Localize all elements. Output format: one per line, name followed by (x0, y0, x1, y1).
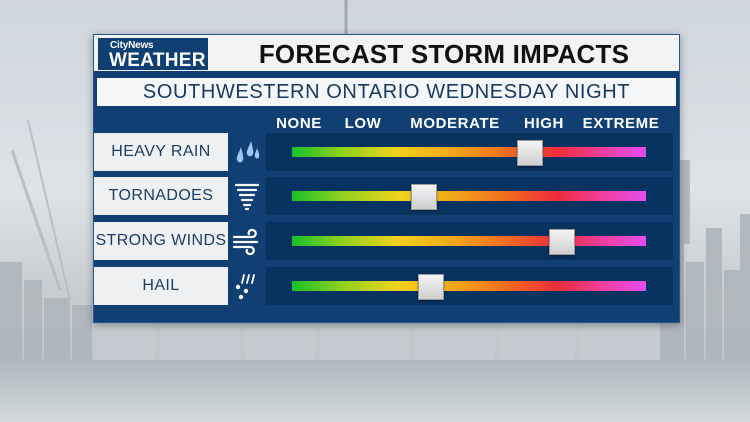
impact-row-tornadoes: TORNADOES (94, 177, 679, 215)
header-bar: CityNews WEATHER FORECAST STORM IMPACTS (94, 35, 679, 71)
scale-label-high: HIGH (524, 115, 564, 132)
tornado-icon (232, 179, 262, 213)
impact-row-heavy-rain: HEAVY RAIN (94, 133, 679, 171)
impact-label: TORNADOES (94, 177, 228, 215)
impact-row-hail: HAIL (94, 267, 679, 305)
impact-scale-track (266, 267, 673, 305)
region-subtitle: SOUTHWESTERN ONTARIO WEDNESDAY NIGHT (142, 81, 631, 103)
scale-label-extreme: EXTREME (582, 115, 660, 132)
citynews-weather-logo: CityNews WEATHER (98, 38, 208, 71)
logo-citynews-text: CityNews (110, 40, 154, 51)
impact-level-marker (418, 274, 445, 300)
hail-icon (232, 269, 262, 303)
impact-scale-track (266, 177, 673, 215)
scale-label-low: LOW (344, 115, 382, 132)
storm-impacts-panel: CityNews WEATHER FORECAST STORM IMPACTS … (93, 34, 680, 323)
impact-level-marker (549, 229, 576, 255)
impact-row-strong-winds: STRONG WINDS (94, 222, 679, 260)
impact-gradient-bar (292, 281, 646, 291)
wind-icon (232, 224, 262, 258)
impact-level-marker (517, 140, 544, 166)
impact-scale-track (266, 133, 673, 171)
rain-drops-icon (232, 135, 262, 169)
impact-gradient-bar (292, 191, 646, 201)
impact-label: HAIL (94, 267, 228, 305)
impact-level-marker (410, 184, 437, 210)
impact-scale-track (266, 222, 673, 260)
subtitle-bar: SOUTHWESTERN ONTARIO WEDNESDAY NIGHT (97, 78, 676, 106)
impact-gradient-bar (292, 147, 646, 157)
impact-label: HEAVY RAIN (94, 133, 228, 171)
impact-label: STRONG WINDS (94, 222, 228, 260)
page-title: FORECAST STORM IMPACTS (258, 39, 630, 69)
impact-gradient-bar (292, 236, 646, 246)
logo-weather-text: WEATHER (109, 50, 206, 71)
scale-label-none: NONE (276, 115, 322, 132)
scale-label-moderate: MODERATE (410, 115, 500, 132)
lake-water-background (0, 360, 750, 422)
